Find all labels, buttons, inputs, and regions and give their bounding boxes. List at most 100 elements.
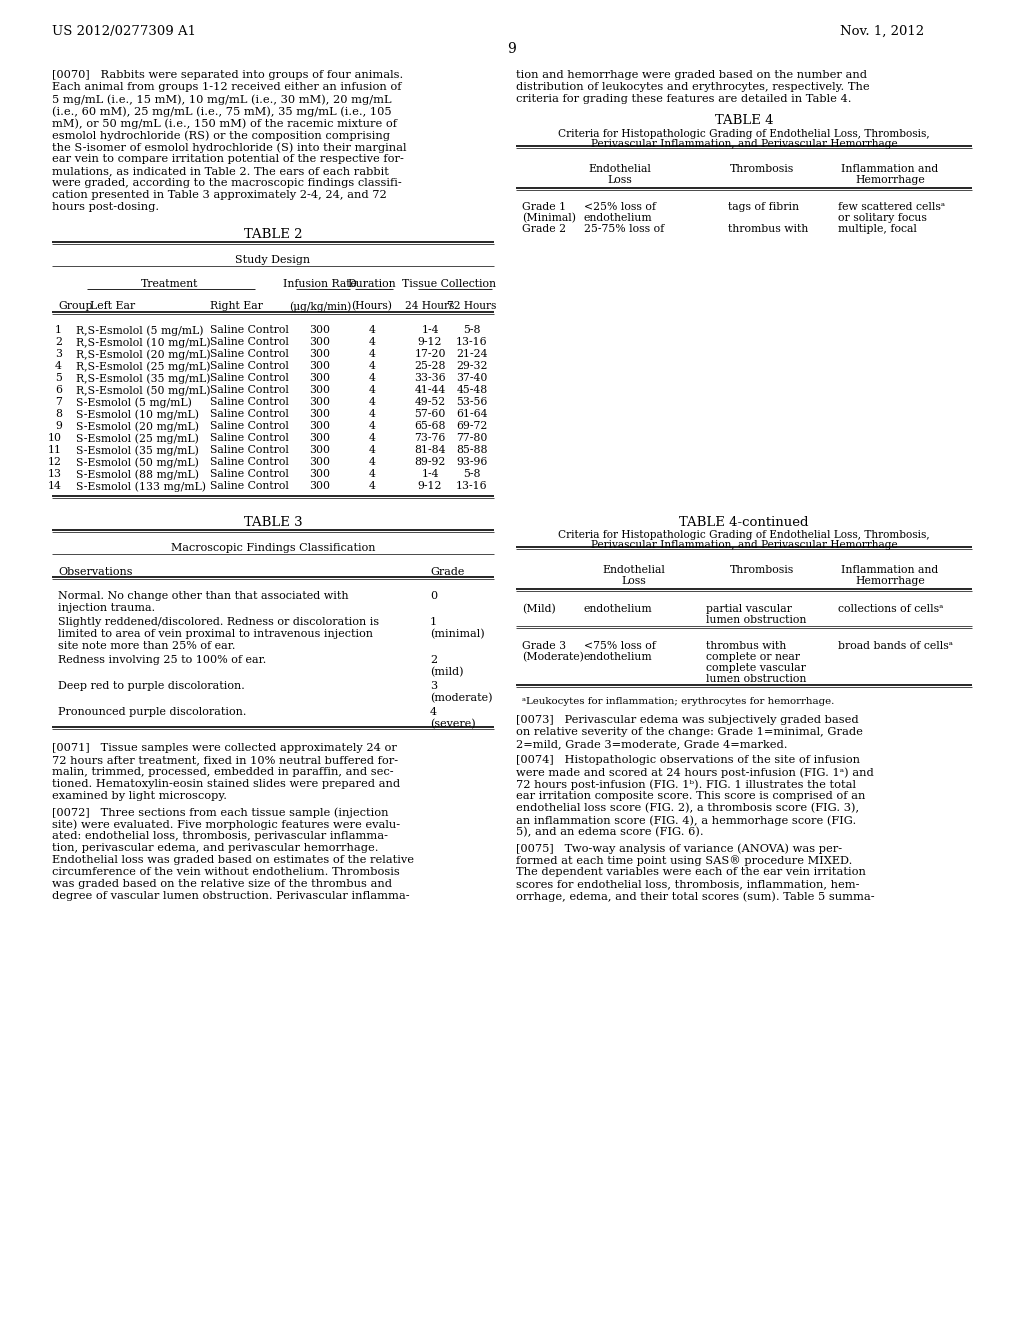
- Text: circumference of the vein without endothelium. Thrombosis: circumference of the vein without endoth…: [52, 867, 399, 876]
- Text: 4: 4: [55, 360, 62, 371]
- Text: 17-20: 17-20: [415, 348, 445, 359]
- Text: 300: 300: [309, 337, 331, 347]
- Text: 4: 4: [369, 409, 376, 418]
- Text: Deep red to purple discoloration.: Deep red to purple discoloration.: [58, 681, 245, 690]
- Text: site note more than 25% of ear.: site note more than 25% of ear.: [58, 642, 236, 651]
- Text: lumen obstruction: lumen obstruction: [706, 615, 806, 624]
- Text: 300: 300: [309, 360, 331, 371]
- Text: S-Esmolol (133 mg/mL): S-Esmolol (133 mg/mL): [76, 480, 206, 491]
- Text: The dependent variables were each of the ear vein irritation: The dependent variables were each of the…: [516, 867, 866, 876]
- Text: complete vascular: complete vascular: [706, 663, 806, 673]
- Text: 3: 3: [430, 681, 437, 690]
- Text: Loss: Loss: [622, 576, 646, 586]
- Text: 85-88: 85-88: [457, 445, 487, 455]
- Text: thrombus with: thrombus with: [706, 642, 786, 651]
- Text: Endothelial loss was graded based on estimates of the relative: Endothelial loss was graded based on est…: [52, 855, 414, 865]
- Text: Treatment: Treatment: [141, 279, 199, 289]
- Text: Study Design: Study Design: [236, 255, 310, 265]
- Text: (moderate): (moderate): [430, 693, 493, 704]
- Text: Hemorrhage: Hemorrhage: [855, 576, 925, 586]
- Text: Perivascular Inflammation, and Perivascular Hemorrhage: Perivascular Inflammation, and Perivascu…: [591, 540, 897, 550]
- Text: the S-isomer of esmolol hydrochloride (S) into their marginal: the S-isomer of esmolol hydrochloride (S…: [52, 143, 407, 153]
- Text: Grade 2: Grade 2: [522, 224, 566, 234]
- Text: <75% loss of: <75% loss of: [584, 642, 656, 651]
- Text: 11: 11: [48, 445, 62, 455]
- Text: 4: 4: [369, 397, 376, 407]
- Text: 13-16: 13-16: [456, 337, 487, 347]
- Text: R,S-Esmolol (35 mg/mL): R,S-Esmolol (35 mg/mL): [76, 374, 211, 384]
- Text: [0072]   Three sections from each tissue sample (injection: [0072] Three sections from each tissue s…: [52, 807, 388, 817]
- Text: on relative severity of the change: Grade 1=minimal, Grade: on relative severity of the change: Grad…: [516, 727, 863, 737]
- Text: Saline Control: Saline Control: [210, 360, 289, 371]
- Text: (Minimal): (Minimal): [522, 213, 575, 223]
- Text: endothelium: endothelium: [584, 605, 652, 614]
- Text: 4: 4: [369, 433, 376, 444]
- Text: 49-52: 49-52: [415, 397, 445, 407]
- Text: 2: 2: [55, 337, 62, 347]
- Text: 1-4: 1-4: [421, 325, 438, 335]
- Text: 4: 4: [430, 708, 437, 717]
- Text: Saline Control: Saline Control: [210, 457, 289, 467]
- Text: 12: 12: [48, 457, 62, 467]
- Text: mM), or 50 mg/mL (i.e., 150 mM) of the racemic mixture of: mM), or 50 mg/mL (i.e., 150 mM) of the r…: [52, 117, 397, 128]
- Text: 81-84: 81-84: [415, 445, 445, 455]
- Text: 9-12: 9-12: [418, 337, 442, 347]
- Text: 0: 0: [430, 591, 437, 601]
- Text: 300: 300: [309, 469, 331, 479]
- Text: 9: 9: [508, 42, 516, 55]
- Text: 65-68: 65-68: [415, 421, 445, 432]
- Text: Saline Control: Saline Control: [210, 385, 289, 395]
- Text: S-Esmolol (20 mg/mL): S-Esmolol (20 mg/mL): [76, 421, 199, 432]
- Text: Saline Control: Saline Control: [210, 469, 289, 479]
- Text: Each animal from groups 1-12 received either an infusion of: Each animal from groups 1-12 received ei…: [52, 82, 401, 92]
- Text: 4: 4: [369, 374, 376, 383]
- Text: 300: 300: [309, 325, 331, 335]
- Text: cation presented in Table 3 approximately 2-4, 24, and 72: cation presented in Table 3 approximatel…: [52, 190, 387, 201]
- Text: S-Esmolol (50 mg/mL): S-Esmolol (50 mg/mL): [76, 457, 199, 467]
- Text: Normal. No change other than that associated with: Normal. No change other than that associ…: [58, 591, 348, 601]
- Text: 61-64: 61-64: [457, 409, 487, 418]
- Text: 5 mg/mL (i.e., 15 mM), 10 mg/mL (i.e., 30 mM), 20 mg/mL: 5 mg/mL (i.e., 15 mM), 10 mg/mL (i.e., 3…: [52, 94, 391, 104]
- Text: Infusion Rate: Infusion Rate: [283, 279, 357, 289]
- Text: 300: 300: [309, 433, 331, 444]
- Text: 69-72: 69-72: [457, 421, 487, 432]
- Text: Tissue Collection: Tissue Collection: [402, 279, 496, 289]
- Text: Saline Control: Saline Control: [210, 445, 289, 455]
- Text: Endothelial: Endothelial: [602, 565, 666, 576]
- Text: lumen obstruction: lumen obstruction: [706, 675, 806, 684]
- Text: hours post-dosing.: hours post-dosing.: [52, 202, 159, 213]
- Text: endothelium: endothelium: [584, 652, 652, 663]
- Text: endothelial loss score (FIG. 2), a thrombosis score (FIG. 3),: endothelial loss score (FIG. 2), a throm…: [516, 803, 859, 813]
- Text: [0073]   Perivascular edema was subjectively graded based: [0073] Perivascular edema was subjective…: [516, 715, 859, 725]
- Text: TABLE 4-continued: TABLE 4-continued: [679, 516, 809, 529]
- Text: R,S-Esmolol (20 mg/mL): R,S-Esmolol (20 mg/mL): [76, 348, 211, 359]
- Text: esmolol hydrochloride (RS) or the composition comprising: esmolol hydrochloride (RS) or the compos…: [52, 129, 390, 140]
- Text: Perivascular Inflammation, and Perivascular Hemorrhage: Perivascular Inflammation, and Perivascu…: [591, 139, 897, 149]
- Text: 4: 4: [369, 480, 376, 491]
- Text: Grade 3: Grade 3: [522, 642, 566, 651]
- Text: Inflammation and: Inflammation and: [842, 164, 939, 174]
- Text: [0071]   Tissue samples were collected approximately 24 or: [0071] Tissue samples were collected app…: [52, 743, 397, 752]
- Text: 7: 7: [55, 397, 62, 407]
- Text: (mild): (mild): [430, 667, 464, 677]
- Text: an inflammation score (FIG. 4), a hemmorhage score (FIG.: an inflammation score (FIG. 4), a hemmor…: [516, 814, 856, 825]
- Text: (severe): (severe): [430, 719, 475, 730]
- Text: thrombus with: thrombus with: [728, 224, 808, 234]
- Text: site) were evaluated. Five morphologic features were evalu-: site) were evaluated. Five morphologic f…: [52, 818, 400, 829]
- Text: S-Esmolol (10 mg/mL): S-Esmolol (10 mg/mL): [76, 409, 199, 420]
- Text: 77-80: 77-80: [457, 433, 487, 444]
- Text: 4: 4: [369, 337, 376, 347]
- Text: 33-36: 33-36: [414, 374, 445, 383]
- Text: 9-12: 9-12: [418, 480, 442, 491]
- Text: Redness involving 25 to 100% of ear.: Redness involving 25 to 100% of ear.: [58, 655, 266, 665]
- Text: mulations, as indicated in Table 2. The ears of each rabbit: mulations, as indicated in Table 2. The …: [52, 166, 389, 176]
- Text: 4: 4: [369, 348, 376, 359]
- Text: Saline Control: Saline Control: [210, 374, 289, 383]
- Text: formed at each time point using SAS® procedure MIXED.: formed at each time point using SAS® pro…: [516, 855, 852, 866]
- Text: injection trauma.: injection trauma.: [58, 603, 155, 612]
- Text: 2=mild, Grade 3=moderate, Grade 4=marked.: 2=mild, Grade 3=moderate, Grade 4=marked…: [516, 739, 787, 748]
- Text: complete or near: complete or near: [706, 652, 800, 663]
- Text: 89-92: 89-92: [415, 457, 445, 467]
- Text: broad bands of cellsᵃ: broad bands of cellsᵃ: [838, 642, 953, 651]
- Text: Criteria for Histopathologic Grading of Endothelial Loss, Thrombosis,: Criteria for Histopathologic Grading of …: [558, 129, 930, 139]
